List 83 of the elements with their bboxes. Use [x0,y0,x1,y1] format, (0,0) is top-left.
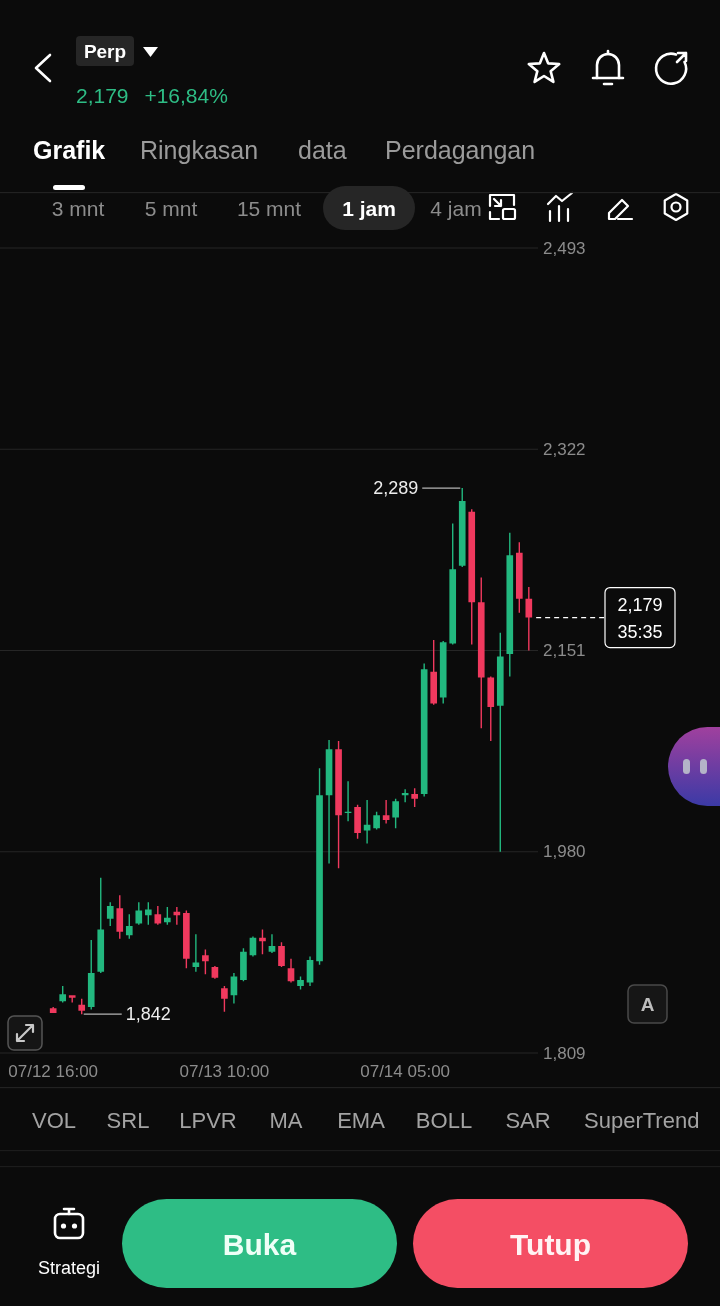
text: MA [269,1107,303,1133]
candlestick [411,788,418,808]
text: Tutup [509,1227,592,1261]
candlestick [506,532,514,677]
x-tick-label: 07/12 16:00 [8,1061,99,1081]
x-tick-label: 07/13 10:00 [179,1061,270,1081]
text: 1 jam [342,196,396,220]
y-tick-label: 1,980 [543,842,586,862]
candlestick [468,509,476,645]
candlestick [278,942,285,968]
text: BOLL [415,1107,473,1133]
candlestick [78,998,86,1015]
candlestick [392,798,399,829]
candlestick [97,877,105,973]
text: Perp [83,40,127,62]
candlestick [240,948,247,982]
candlestick [125,914,133,939]
text: 3 mnt [51,196,105,220]
candlestick [325,739,333,864]
text: data [298,136,347,164]
candlestick [192,934,200,972]
text: 5 mnt [144,196,198,220]
annotation: 2,289 [373,478,419,499]
candlestick [487,676,495,742]
candlestick [49,1007,57,1013]
text: 4 jam [430,196,482,220]
candlestick [154,905,162,925]
text: 15 mnt [236,196,302,220]
chart-subtitle: 2,179 +16,84% [76,83,228,107]
text: Strategi [37,1258,101,1278]
candlestick [363,799,371,844]
candlestick [297,976,304,990]
candlestick [316,768,323,965]
candlestick [116,895,124,939]
candlestick [430,639,438,705]
candlestick [230,972,238,1004]
candlestick [439,641,447,704]
text: EMA [337,1107,386,1133]
candlestick [306,956,314,986]
candlestick [525,586,533,651]
candlestick [458,488,466,567]
candlestick [382,799,390,824]
candlestick [401,789,409,803]
candlestick [268,934,276,953]
text: SuperTrend [584,1107,700,1133]
candlestick [59,985,67,1003]
text: Perdagangan [385,136,536,164]
candlestick [211,965,219,979]
text: SAR [505,1107,551,1133]
ref-line-label: 2,179 [617,594,663,615]
candlestick [449,523,457,645]
candlestick [68,995,76,1003]
candlestick [106,902,114,926]
text: Ringkasan [140,136,259,164]
candlestick [183,910,190,969]
candlestick [477,577,485,729]
candlestick [202,949,209,975]
text: 35:35 [617,621,663,642]
candlestick [496,632,504,852]
text: SRL [106,1107,150,1133]
candlestick [335,741,342,869]
text: A [640,993,655,1015]
candlestick [344,781,352,822]
candlestick [221,985,228,1012]
candlestick [144,902,152,925]
y-tick-label: 2,322 [543,439,586,459]
y-tick-label: 2,151 [543,641,586,660]
candlestick [135,902,143,925]
text: VOL [31,1107,77,1133]
annotation: 1,842 [125,1004,171,1025]
text: Grafik [33,136,106,164]
y-tick-label: 1,809 [543,1043,586,1063]
candlestick [373,811,380,830]
text: Buka [222,1227,297,1261]
candlestick [87,940,95,1010]
candlestick [515,542,523,613]
text: LPVR [179,1107,237,1133]
y-tick-label: 2,493 [543,238,586,258]
candlestick [287,958,295,983]
candlestick [354,804,361,839]
x-tick-label: 07/14 05:00 [360,1061,451,1081]
candlestick [420,663,428,797]
candlestick [173,907,181,925]
